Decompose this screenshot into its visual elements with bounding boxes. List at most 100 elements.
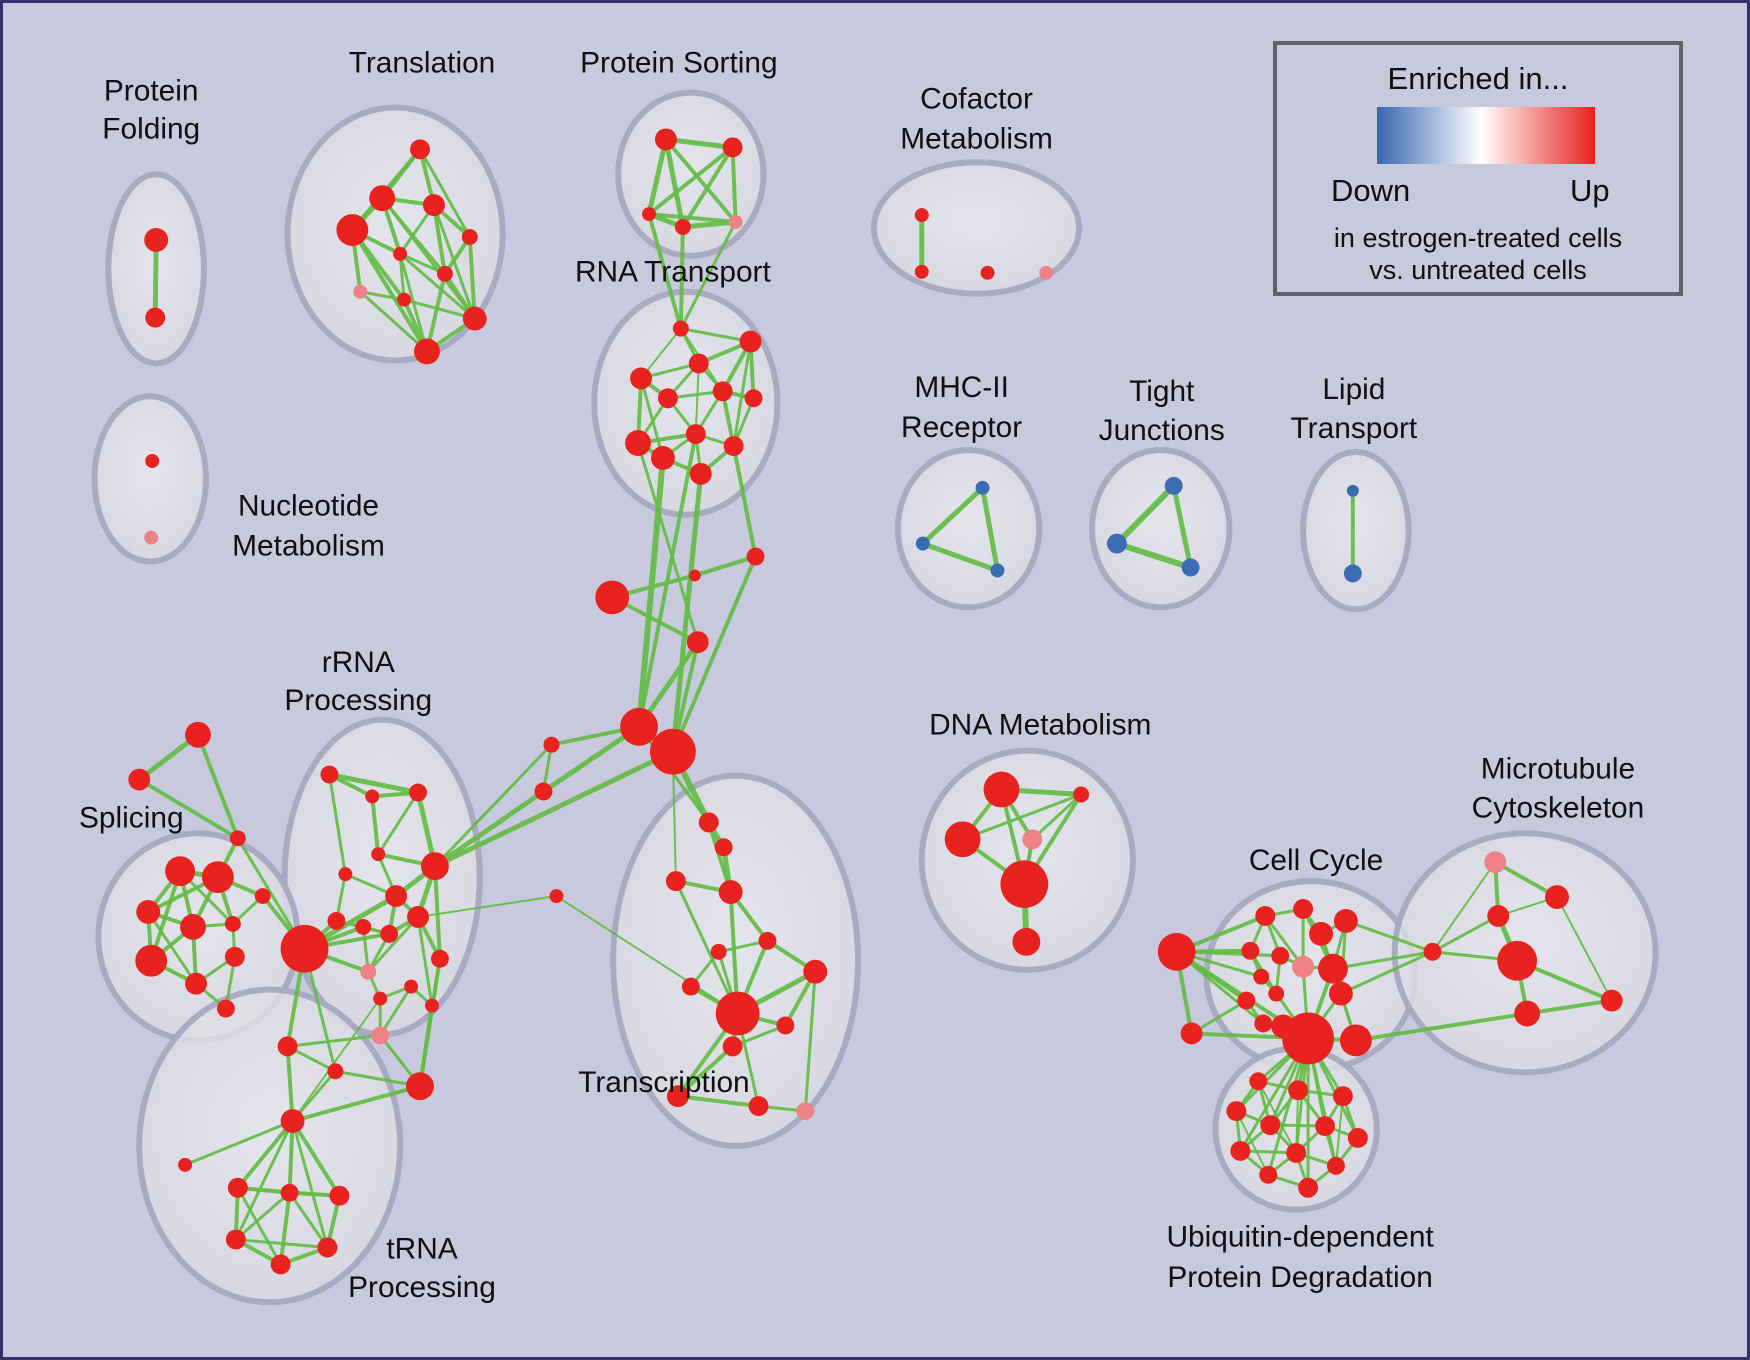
gene-set-node — [1039, 265, 1054, 280]
edge — [1171, 483, 1194, 570]
gene-set-node — [739, 330, 762, 353]
edge — [980, 485, 1000, 573]
microtubule-cytoskeleton-label: Microtubule — [1481, 752, 1635, 785]
gene-set-node — [1497, 940, 1538, 981]
cluster-labels: Protein Folding Translation Protein Sorting… — [79, 47, 1644, 1305]
gene-set-node — [698, 812, 719, 833]
cofactor-metabolism-label: Metabolism — [900, 122, 1053, 155]
gene-set-node — [674, 219, 691, 235]
gene-set-node — [280, 1109, 305, 1133]
legend: Enriched in... Down Up in estrogen-treat… — [1273, 41, 1683, 296]
gene-set-node — [1332, 1086, 1353, 1107]
gene-set-node — [338, 867, 353, 882]
lipid-transport-label: Lipid — [1322, 373, 1385, 406]
edge — [920, 541, 1000, 573]
gene-set-node — [914, 264, 929, 279]
gene-set-node — [320, 765, 339, 784]
gene-set-node — [654, 128, 677, 151]
edge — [432, 789, 546, 869]
edge — [663, 136, 686, 230]
gene-set-node — [144, 530, 159, 545]
mhc-ii-receptor-ellipse — [894, 447, 1043, 611]
edge — [646, 136, 669, 217]
gene-set-node — [666, 1085, 689, 1108]
translation-label: Translation — [349, 47, 496, 80]
edge — [674, 879, 740, 1016]
edge — [288, 1191, 329, 1249]
gene-set-node — [254, 888, 271, 905]
gene-set-node — [1254, 1014, 1273, 1033]
gene-set-node — [1226, 1101, 1247, 1122]
gene-set-node — [1514, 1000, 1541, 1027]
gene-set-node — [327, 1063, 344, 1080]
gene-set-node — [1255, 905, 1276, 926]
rrna-processing-label: Processing — [284, 684, 432, 717]
edge — [146, 910, 198, 986]
gene-set-node — [327, 911, 346, 930]
edge — [327, 773, 347, 876]
edge — [398, 252, 477, 321]
gene-set-node — [630, 367, 652, 390]
edge — [278, 1190, 292, 1267]
gene-set-node — [1298, 1177, 1319, 1198]
gene-set-node — [723, 436, 744, 456]
edge — [961, 792, 1083, 841]
edge — [1339, 919, 1348, 996]
edge — [920, 485, 986, 547]
gene-set-node — [224, 946, 245, 967]
edge — [152, 237, 159, 321]
gene-set-node — [461, 228, 478, 245]
gene-set-node — [227, 1177, 248, 1198]
edge — [679, 220, 738, 331]
edge — [555, 895, 739, 1015]
gene-set-node — [1012, 927, 1041, 956]
edge — [731, 444, 758, 559]
edge — [675, 1044, 735, 1099]
edge — [1030, 792, 1083, 841]
edge — [1344, 919, 1435, 954]
gene-set-node — [145, 454, 160, 468]
gene-set-node — [688, 353, 709, 374]
gene-set-node — [385, 885, 408, 907]
gene-set-node — [329, 1185, 350, 1206]
edge — [424, 271, 447, 354]
gene-set-node — [229, 830, 246, 847]
gene-set-node — [414, 338, 440, 365]
edge — [291, 1119, 329, 1249]
lipid-transport-ellipse — [1300, 449, 1412, 613]
gene-set-node — [746, 547, 765, 566]
edge — [234, 1238, 329, 1249]
gene-set-node — [353, 284, 368, 299]
gene-set-node — [1260, 1115, 1281, 1135]
gene-set-node — [642, 207, 656, 222]
legend-caption-line1: in estrogen-treated cells — [1333, 223, 1623, 253]
gene-set-node — [914, 208, 929, 223]
gene-set-node — [715, 991, 760, 1036]
gene-set-node — [421, 852, 449, 881]
edge — [431, 203, 447, 276]
gene-set-node — [1318, 953, 1348, 984]
edge — [675, 1094, 761, 1109]
legend-caption-line2: vs. untreated cells — [1369, 255, 1587, 285]
edge — [235, 1119, 295, 1190]
gene-set-node — [915, 536, 930, 551]
nucleotide-metabolism-label: Metabolism — [232, 529, 385, 562]
gene-set-node — [650, 446, 675, 470]
gene-set-node — [1000, 860, 1049, 908]
gene-set-node — [360, 963, 377, 980]
edge — [1235, 1110, 1270, 1176]
edge — [663, 136, 736, 150]
edge — [366, 915, 420, 974]
edge — [236, 1186, 283, 1266]
gene-set-node — [423, 194, 445, 217]
gene-set-node — [712, 381, 733, 402]
gene-set-nodes — [128, 128, 1623, 1275]
edge — [418, 147, 472, 239]
gene-set-node — [672, 320, 689, 337]
edge — [290, 1119, 342, 1198]
edge — [803, 970, 817, 1113]
gene-set-node — [665, 871, 686, 892]
gene-set-node — [714, 838, 733, 857]
protein-sorting-label: Protein Sorting — [580, 47, 778, 80]
gene-set-node — [975, 480, 990, 495]
